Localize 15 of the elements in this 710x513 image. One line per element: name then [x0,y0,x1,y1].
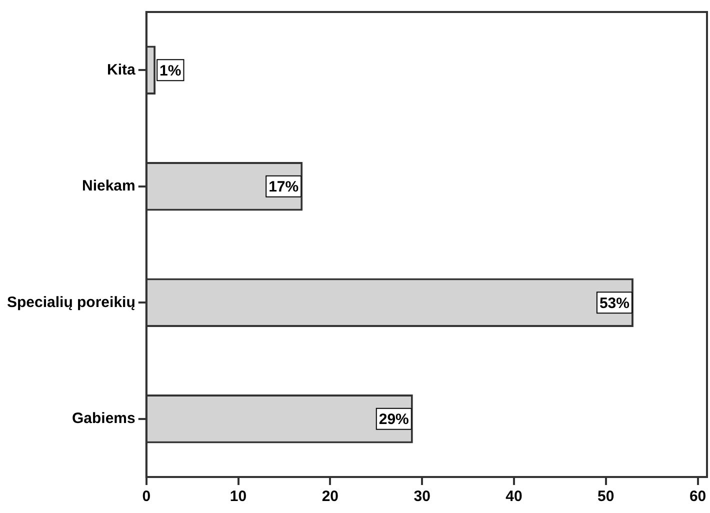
data-label: 1% [160,62,182,80]
y-tick-label: Niekam [82,178,136,195]
data-label: 17% [268,178,299,196]
data-label: 53% [599,294,630,312]
x-tick-label: 0 [142,488,151,506]
x-tick-label: 10 [230,488,247,506]
data-label: 29% [378,411,409,428]
x-tick-label: 30 [414,488,430,506]
x-tick-label: 20 [322,488,339,506]
x-tick-label: 50 [598,488,614,506]
x-tick-label: 60 [689,488,706,506]
y-tick-label: Gabiems [72,410,136,428]
y-tick-label: Specialių poreikių [6,294,136,311]
y-tick-label: Kita [107,61,136,78]
x-tick-label: 40 [506,488,522,506]
